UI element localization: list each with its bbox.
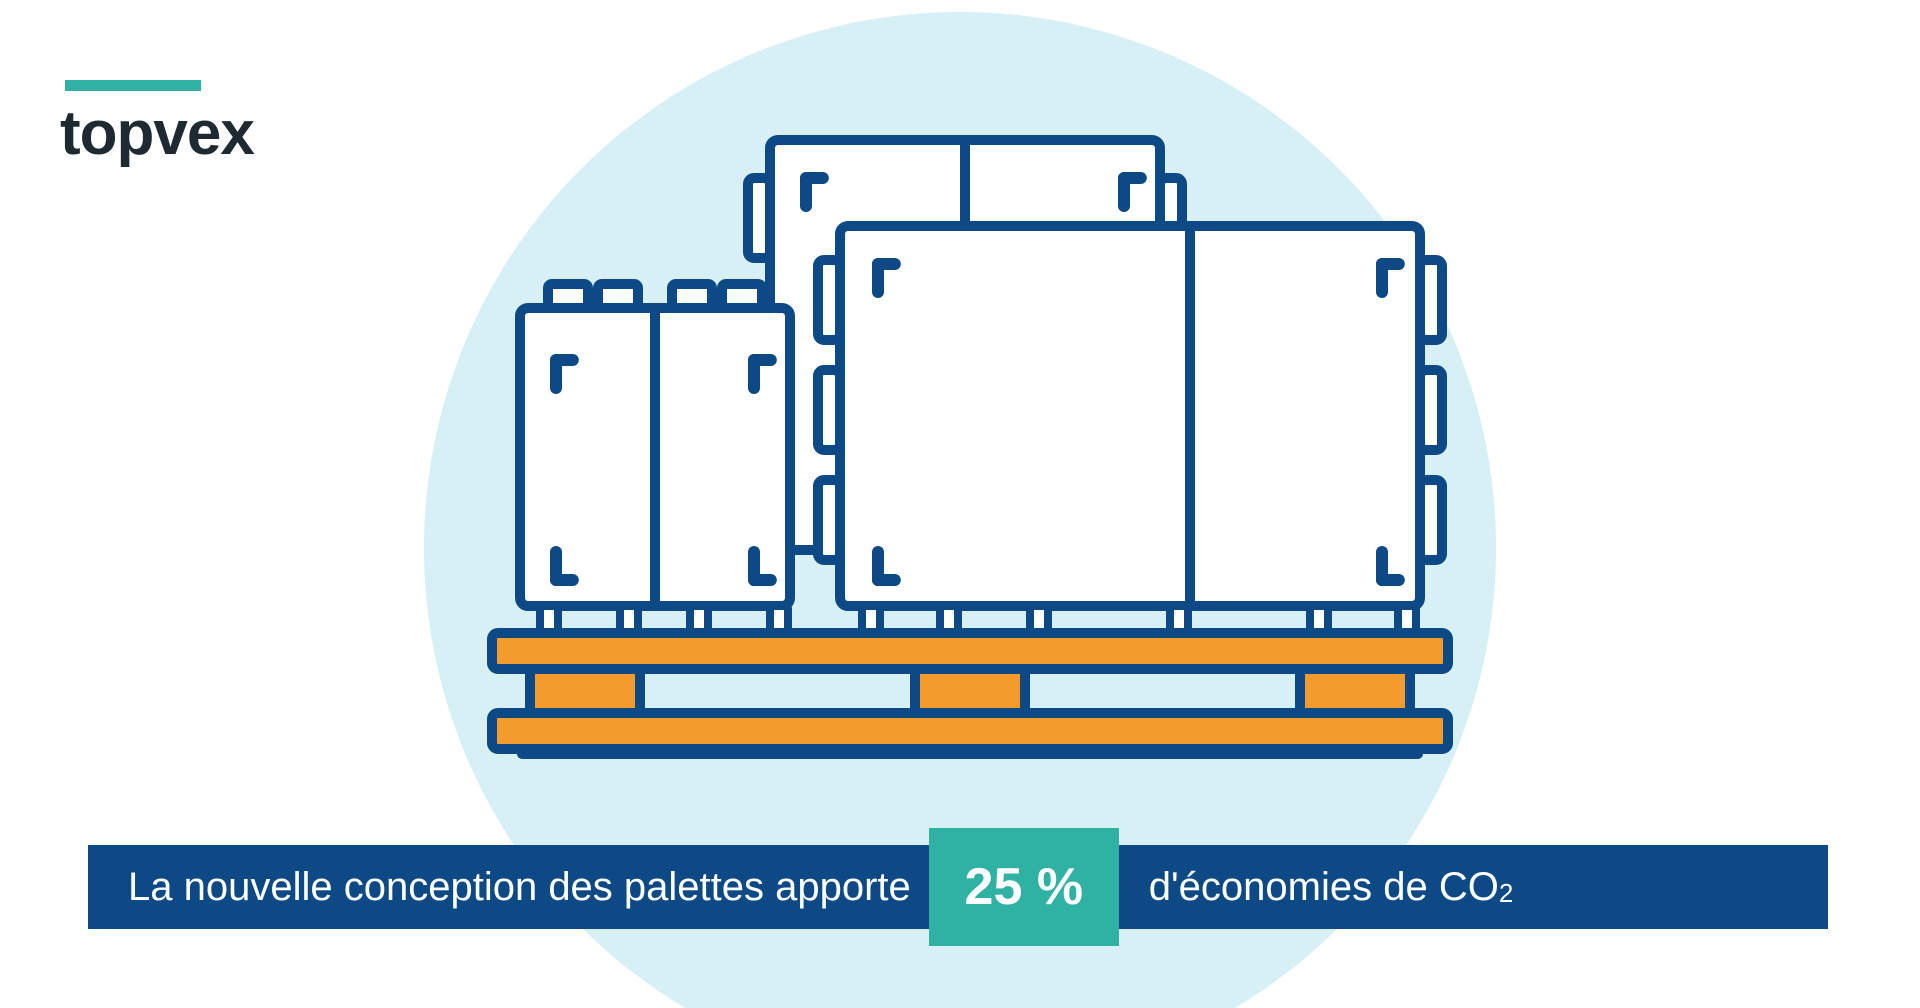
logo-accent-bar (65, 80, 201, 91)
logo-text: topvex (60, 98, 254, 169)
caption-text-right: d'économies de CO2 (1149, 845, 1514, 929)
caption-right-text: d'économies de CO (1149, 865, 1499, 910)
stage: topvex La nouvelle conception des palett… (0, 0, 1920, 1008)
caption-text-left: La nouvelle conception des palettes appo… (88, 845, 911, 929)
caption-highlight-box: 25 % (929, 828, 1119, 946)
caption-co2-subscript: 2 (1499, 878, 1513, 909)
caption-bar: La nouvelle conception des palettes appo… (88, 845, 1828, 929)
pallet-illustration (470, 108, 1470, 808)
